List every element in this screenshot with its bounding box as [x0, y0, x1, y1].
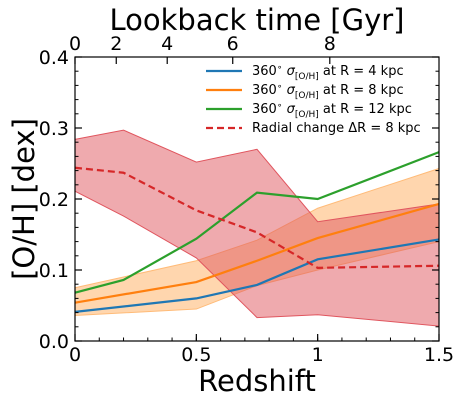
- legend-label: 360∘ σ[O/H] at R = 4 kpc: [252, 63, 404, 82]
- y-tick-label: 0.4: [39, 47, 69, 69]
- top-tick-label: 6: [227, 33, 239, 55]
- top-tick-label: 4: [161, 33, 173, 55]
- top-tick-label: 0: [69, 33, 81, 55]
- legend-label: 360∘ σ[O/H] at R = 8 kpc: [252, 82, 404, 101]
- legend-label: 360∘ σ[O/H] at R = 12 kpc: [252, 101, 412, 120]
- tick-labels: 0 0.5 1 1.50.00.10.20.30.40 2 4 6 8: [39, 33, 454, 366]
- series-line-1: [74, 202, 440, 304]
- x-tick-label: 1: [312, 344, 324, 366]
- top-axis-title: Lookback time [Gyr]: [110, 3, 405, 37]
- y-axis-title: [O/H] [dex]: [7, 118, 41, 280]
- x-tick-label: 1.5: [424, 344, 454, 366]
- x-tick-label: 0.5: [181, 344, 211, 366]
- y-tick-label: 0.1: [39, 260, 69, 282]
- series-line-2: [74, 151, 440, 294]
- y-tick-label: 0.0: [39, 331, 69, 353]
- series-lines: [74, 151, 440, 313]
- x-axis-title: Redshift: [198, 364, 316, 398]
- top-tick-label: 2: [110, 33, 122, 55]
- confidence-bands: [74, 129, 440, 327]
- top-tick-label: 8: [324, 33, 336, 55]
- legend-label: Radial change ΔR = 8 kpc: [252, 121, 421, 136]
- series-line-0: [74, 238, 440, 313]
- y-tick-label: 0.3: [39, 118, 69, 140]
- axis-ticks: [74, 56, 440, 342]
- x-tick-label: 0: [69, 344, 81, 366]
- y-tick-label: 0.2: [39, 189, 69, 211]
